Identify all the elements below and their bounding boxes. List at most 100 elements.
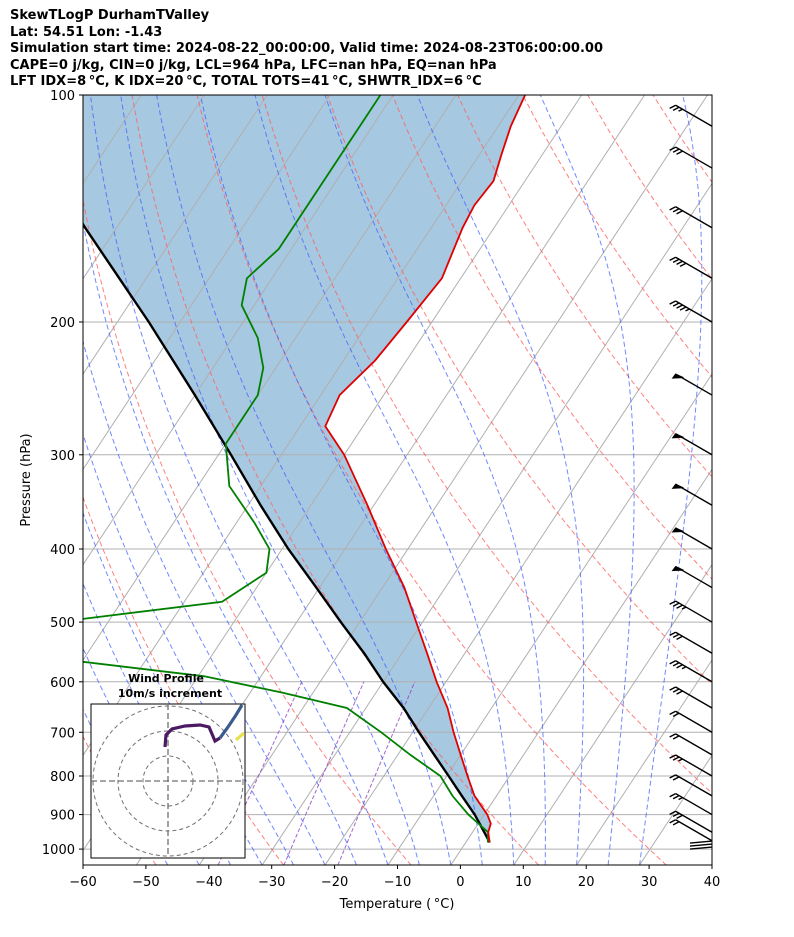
x-tick-label: 20 bbox=[578, 875, 595, 890]
parcel-profile-line bbox=[83, 221, 491, 844]
dry-adiabat-line bbox=[718, 95, 794, 865]
moist-adiabat-line bbox=[83, 432, 295, 865]
isotherm-line bbox=[83, 95, 205, 280]
mixing-ratio-line bbox=[337, 681, 416, 865]
wind-barb bbox=[669, 104, 713, 127]
wind-barb bbox=[669, 774, 713, 797]
isotherm-line bbox=[83, 95, 394, 566]
wind-barb bbox=[689, 840, 713, 850]
isotherm-line bbox=[324, 277, 712, 865]
hodograph-inset: Wind Profile 10m/s increment bbox=[90, 672, 246, 859]
isotherm-line bbox=[261, 182, 712, 865]
x-tick-label: 40 bbox=[704, 875, 721, 890]
hodograph-subtitle: 10m/s increment bbox=[118, 687, 222, 700]
moist-adiabat-line bbox=[83, 339, 326, 865]
moist-adiabat-line bbox=[83, 219, 357, 865]
x-tick-label: −50 bbox=[132, 875, 159, 890]
x-tick-label: −60 bbox=[69, 875, 96, 890]
dry-adiabat-line bbox=[522, 95, 712, 378]
wind-barb bbox=[669, 256, 713, 279]
y-tick-label: 1000 bbox=[42, 843, 75, 858]
x-tick-label: −30 bbox=[258, 875, 285, 890]
y-tick-label: 100 bbox=[50, 89, 75, 104]
moist-adiabat-line bbox=[120, 95, 420, 865]
dry-adiabat-line bbox=[326, 95, 712, 686]
dry-adiabat-line bbox=[196, 95, 667, 865]
isotherm-line bbox=[639, 754, 712, 865]
moist-adiabat-line bbox=[639, 95, 703, 865]
cape-line: CAPE=0 j/kg, CIN=0 j/kg, LCL=964 hPa, LF… bbox=[10, 57, 497, 73]
wind-barb bbox=[669, 146, 713, 169]
x-tick-label: −20 bbox=[321, 875, 348, 890]
isotherm-line bbox=[83, 95, 457, 661]
dry-adiabat-line bbox=[83, 197, 412, 865]
index-line: LFT IDX=8 °C, K IDX=20 °C, TOTAL TOTS=41… bbox=[10, 74, 482, 89]
x-tick-label: −40 bbox=[195, 875, 222, 890]
y-tick-label: 200 bbox=[50, 316, 75, 331]
chart-header: SkewTLogP DurhamTValley Lat: 54.51 Lon: … bbox=[10, 8, 603, 91]
hodograph-trace-mid bbox=[218, 704, 244, 739]
wind-barb bbox=[669, 819, 713, 842]
moist-adiabat-line bbox=[539, 95, 635, 865]
x-tick-label: 0 bbox=[456, 875, 464, 890]
wind-barb bbox=[669, 660, 713, 683]
y-tick-label: 800 bbox=[50, 770, 75, 785]
moist-adiabat-line bbox=[83, 646, 200, 865]
moist-adiabat-line bbox=[83, 582, 232, 865]
moist-adiabat-line bbox=[83, 511, 263, 865]
y-tick-label: 900 bbox=[50, 809, 75, 824]
dry-adiabat-line bbox=[457, 95, 712, 478]
wind-barb bbox=[671, 433, 713, 456]
wind-barb bbox=[669, 733, 713, 756]
y-tick-label: 500 bbox=[50, 616, 75, 631]
isotherm-line bbox=[83, 95, 268, 375]
isotherm-line bbox=[576, 659, 712, 865]
x-axis-label: Temperature ( °C) bbox=[339, 897, 455, 912]
moist-adiabat-line bbox=[156, 95, 452, 865]
wind-barb bbox=[669, 631, 713, 654]
y-tick-label: 600 bbox=[50, 676, 75, 691]
y-tick-label: 700 bbox=[50, 726, 75, 741]
time-line: Simulation start time: 2024-08-22_00:00:… bbox=[10, 41, 603, 56]
moist-adiabat-line bbox=[90, 95, 389, 865]
y-tick-label: 300 bbox=[50, 449, 75, 464]
wind-barb bbox=[669, 600, 713, 623]
y-tick-label: 400 bbox=[50, 543, 75, 558]
wind-barb bbox=[671, 527, 713, 550]
chart-title: SkewTLogP DurhamTValley bbox=[10, 8, 210, 23]
isotherm-line bbox=[0, 95, 16, 865]
isotherm-line bbox=[450, 468, 712, 865]
x-tick-label: −10 bbox=[384, 875, 411, 890]
wind-barb bbox=[671, 373, 713, 396]
hodograph-title: Wind Profile bbox=[128, 672, 204, 685]
location-line: Lat: 54.51 Lon: -1.43 bbox=[10, 24, 163, 40]
dewpoint-profile-line bbox=[83, 95, 490, 843]
wind-barb bbox=[669, 810, 713, 833]
hodograph-trace-low bbox=[234, 731, 245, 742]
temperature-profile-line bbox=[324, 95, 526, 843]
cin-shading bbox=[83, 95, 526, 843]
wind-barb bbox=[669, 792, 713, 816]
hodograph-trace-upper bbox=[163, 723, 221, 748]
wind-barb bbox=[669, 686, 713, 709]
dry-adiabat-line bbox=[652, 95, 712, 183]
x-tick-label: 10 bbox=[515, 875, 532, 890]
wind-barb bbox=[669, 710, 713, 733]
isotherm-line bbox=[198, 95, 708, 865]
moist-adiabat-line bbox=[254, 95, 515, 865]
isotherm-line bbox=[83, 95, 331, 471]
wind-barb bbox=[669, 300, 713, 323]
isotherm-line bbox=[513, 563, 712, 865]
wind-barb bbox=[671, 483, 713, 506]
x-tick-label: 30 bbox=[641, 875, 658, 890]
wind-barb bbox=[671, 565, 713, 589]
wind-barb bbox=[669, 206, 713, 229]
mixing-ratio-line bbox=[283, 681, 365, 865]
dry-adiabat-line bbox=[261, 95, 712, 794]
y-axis-label: Pressure (hPa) bbox=[19, 433, 34, 526]
isotherm-line bbox=[387, 373, 712, 865]
wind-barb bbox=[669, 754, 713, 777]
isotherm-line bbox=[0, 95, 78, 865]
moist-adiabat-line bbox=[199, 95, 483, 865]
